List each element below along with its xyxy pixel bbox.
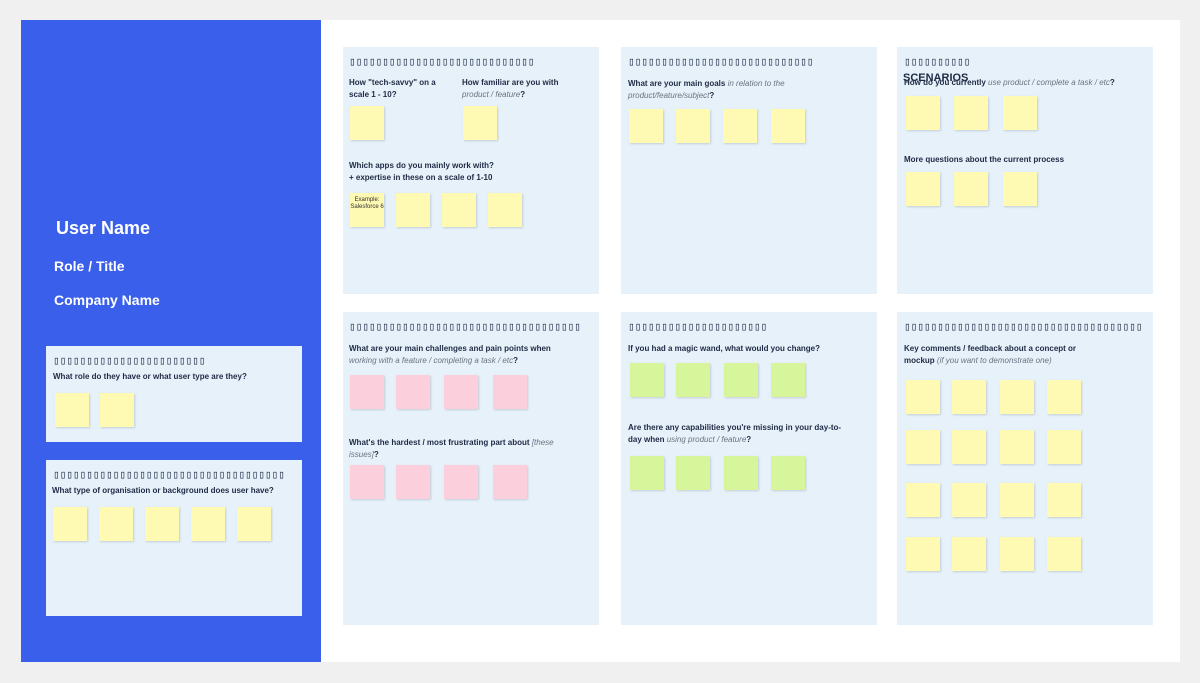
question-tech-savvy: How "tech-savvy" on a scale 1 - 10? xyxy=(349,78,436,99)
sticky-note[interactable] xyxy=(1047,430,1081,464)
user-name[interactable]: User Name xyxy=(56,218,151,238)
sticky-note[interactable] xyxy=(676,456,710,490)
sticky-note[interactable] xyxy=(99,507,133,541)
sticky-note[interactable] xyxy=(145,507,179,541)
sticky-note[interactable] xyxy=(444,375,478,409)
frame-feedback-title: ▯▯▯▯▯▯▯▯▯▯▯▯▯▯▯▯▯▯▯▯▯▯▯▯▯▯▯▯▯▯▯▯▯▯▯▯ xyxy=(904,320,1143,333)
sticky-note[interactable] xyxy=(1000,430,1034,464)
sticky-note[interactable] xyxy=(493,465,527,499)
sticky-note[interactable] xyxy=(724,363,758,397)
question-challenges: What are your main challenges and pain p… xyxy=(349,344,551,365)
sticky-note[interactable] xyxy=(954,96,988,130)
sticky-note[interactable] xyxy=(1003,96,1037,130)
sticky-note[interactable] xyxy=(1047,537,1081,571)
frame-goals[interactable] xyxy=(621,47,877,294)
sticky-note[interactable] xyxy=(952,380,986,414)
question-current-process: More questions about the current process xyxy=(904,155,1065,164)
sticky-note[interactable] xyxy=(676,363,710,397)
sticky-note[interactable] xyxy=(396,375,430,409)
sticky-note[interactable] xyxy=(53,507,87,541)
sticky-note[interactable] xyxy=(952,483,986,517)
sticky-note[interactable] xyxy=(100,393,134,427)
sticky-note[interactable] xyxy=(906,430,940,464)
frame-challenges-title: ▯▯▯▯▯▯▯▯▯▯▯▯▯▯▯▯▯▯▯▯▯▯▯▯▯▯▯▯▯▯▯▯▯▯▯ xyxy=(349,320,581,333)
sticky-note[interactable] xyxy=(237,507,271,541)
sticky-note[interactable] xyxy=(350,375,384,409)
sticky-note[interactable] xyxy=(1000,483,1034,517)
sticky-note[interactable] xyxy=(1047,380,1081,414)
question-magic-wand: If you had a magic wand, what would you … xyxy=(628,344,821,353)
question-familiarity: How familiar are you with product / feat… xyxy=(462,78,559,99)
sticky-note[interactable] xyxy=(906,380,940,414)
frame-feedback[interactable] xyxy=(897,312,1153,625)
sticky-note[interactable] xyxy=(488,193,522,227)
sticky-note[interactable] xyxy=(629,109,663,143)
frame-scenarios-label: SCENARIOS xyxy=(903,72,969,84)
company-name[interactable]: Company Name xyxy=(54,292,160,308)
frame-scenarios[interactable] xyxy=(897,47,1153,294)
sticky-note[interactable] xyxy=(350,106,384,140)
sticky-note[interactable] xyxy=(630,363,664,397)
frame-tech-savvy[interactable] xyxy=(343,47,599,294)
question-feedback: Key comments / feedback about a concept … xyxy=(904,344,1077,365)
sticky-note[interactable] xyxy=(1000,537,1034,571)
question-missing-capabilities: Are there any capabilities you're missin… xyxy=(628,423,842,444)
frame-tech-savvy-title: ▯▯▯▯▯▯▯▯▯▯▯▯▯▯▯▯▯▯▯▯▯▯▯▯▯▯▯▯ xyxy=(349,55,535,68)
sticky-note[interactable] xyxy=(444,465,478,499)
sticky-note[interactable] xyxy=(906,537,940,571)
sticky-note[interactable] xyxy=(493,375,527,409)
sticky-note[interactable] xyxy=(55,393,89,427)
sticky-note[interactable] xyxy=(771,456,805,490)
role-title[interactable]: Role / Title xyxy=(54,258,125,274)
sticky-note-text: Example: Salesforce 6 xyxy=(350,197,384,210)
sticky-note[interactable] xyxy=(396,465,430,499)
sticky-note[interactable] xyxy=(723,109,757,143)
sticky-note[interactable] xyxy=(906,96,940,130)
sticky-note[interactable] xyxy=(954,172,988,206)
question-organisation: What type of organisation or background … xyxy=(52,486,274,495)
frame-goals-title: ▯▯▯▯▯▯▯▯▯▯▯▯▯▯▯▯▯▯▯▯▯▯▯▯▯▯▯▯ xyxy=(628,55,814,68)
sticky-note[interactable] xyxy=(1003,172,1037,206)
frame-organisation-title: ▯▯▯▯▯▯▯▯▯▯▯▯▯▯▯▯▯▯▯▯▯▯▯▯▯▯▯▯▯▯▯▯▯▯▯ xyxy=(53,468,285,481)
sticky-note[interactable] xyxy=(724,456,758,490)
sticky-note[interactable] xyxy=(463,106,497,140)
sticky-note[interactable] xyxy=(906,172,940,206)
sticky-note[interactable] xyxy=(952,537,986,571)
question-role: What role do they have or what user type… xyxy=(53,372,247,381)
sticky-note[interactable] xyxy=(350,465,384,499)
sticky-note[interactable] xyxy=(676,109,710,143)
sticky-note[interactable] xyxy=(396,193,430,227)
question-apps: Which apps do you mainly work with? + exp… xyxy=(349,161,494,182)
question-goals: What are your main goals in relation to … xyxy=(628,79,785,100)
sticky-note[interactable] xyxy=(906,483,940,517)
sticky-note[interactable] xyxy=(771,363,805,397)
sticky-note[interactable] xyxy=(191,507,225,541)
sticky-note[interactable] xyxy=(630,456,664,490)
sticky-note[interactable] xyxy=(442,193,476,227)
frame-scenarios-title: ▯▯▯▯▯▯▯▯▯▯ xyxy=(904,55,971,68)
question-current-usage: How do you currently use product / compl… xyxy=(904,78,1115,87)
sticky-note[interactable] xyxy=(771,109,805,143)
sticky-note[interactable] xyxy=(1000,380,1034,414)
sticky-note[interactable] xyxy=(952,430,986,464)
question-frustrations: What's the hardest / most frustrating pa… xyxy=(349,438,554,459)
sticky-note-example[interactable]: Example: Salesforce 6 xyxy=(350,193,384,227)
frame-wishes-title: ▯▯▯▯▯▯▯▯▯▯▯▯▯▯▯▯▯▯▯▯▯ xyxy=(628,320,768,333)
frame-role-title: ▯▯▯▯▯▯▯▯▯▯▯▯▯▯▯▯▯▯▯▯▯▯▯ xyxy=(53,354,206,367)
sticky-note[interactable] xyxy=(1047,483,1081,517)
